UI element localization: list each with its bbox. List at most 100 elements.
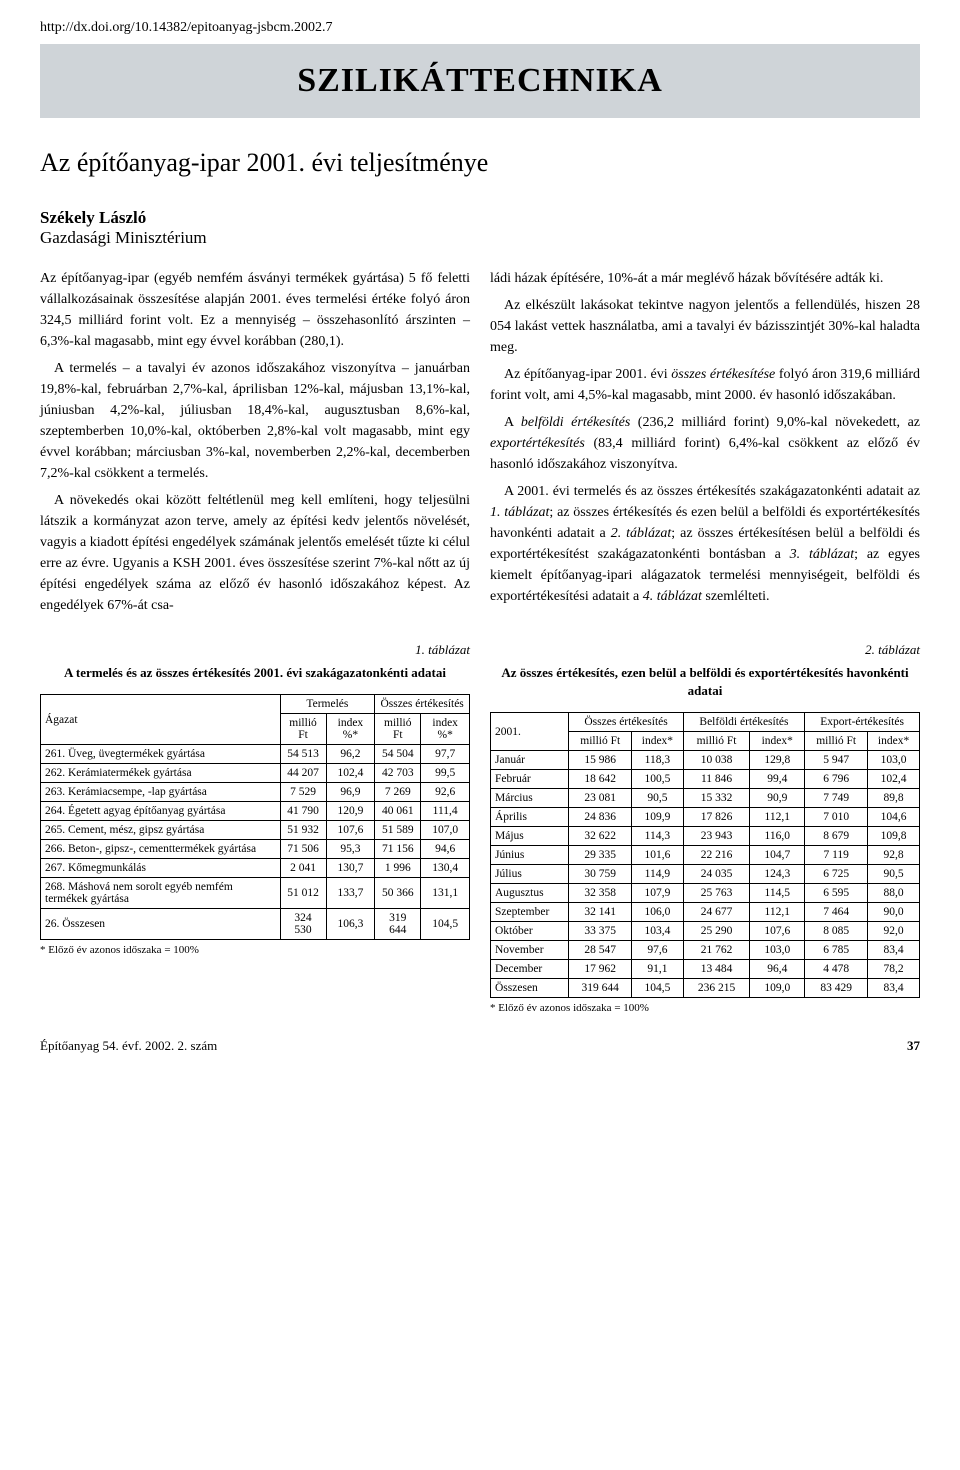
table-row: 264. Égetett agyag építőanyag gyártása41… (41, 802, 470, 821)
cell: 104,5 (421, 909, 470, 940)
cell: 25 290 (683, 922, 750, 941)
table1-label: 1. táblázat (40, 642, 470, 658)
cell-label: 264. Égetett agyag építőanyag gyártása (41, 802, 281, 821)
cell: 114,5 (750, 884, 805, 903)
footer-page: 37 (907, 1038, 920, 1054)
cell: 104,5 (632, 979, 684, 998)
cell: 29 335 (569, 846, 632, 865)
cell: 118,3 (632, 751, 684, 770)
cell: 32 141 (569, 903, 632, 922)
cell-label: 268. Máshová nem sorolt egyéb nemfém ter… (41, 878, 281, 909)
banner-title: SZILIKÁTTECHNIKA (70, 62, 890, 100)
cell: 92,8 (868, 846, 920, 865)
table-row: 267. Kőmegmunkálás2 041130,71 996130,4 (41, 859, 470, 878)
table-row: 265. Cement, mész, gipsz gyártása51 9321… (41, 821, 470, 840)
cell: 106,3 (326, 909, 375, 940)
table2-block: 2. táblázat Az összes értékesítés, ezen … (490, 642, 920, 1014)
cell: 15 986 (569, 751, 632, 770)
cell: 130,4 (421, 859, 470, 878)
table-row: Március23 08190,515 33290,97 74989,8 (491, 789, 920, 808)
cell: 133,7 (326, 878, 375, 909)
cell: 7 119 (805, 846, 868, 865)
cell: 112,1 (750, 808, 805, 827)
cell: 18 642 (569, 770, 632, 789)
cell: 71 506 (280, 840, 326, 859)
doi-link[interactable]: http://dx.doi.org/10.14382/epitoanyag-js… (40, 20, 920, 36)
cell: 114,3 (632, 827, 684, 846)
table-row: 261. Üveg, üvegtermékek gyártása54 51396… (41, 745, 470, 764)
body-p: Az építőanyag-ipar 2001. évi összes érté… (490, 364, 920, 406)
cell-label: 265. Cement, mész, gipsz gyártása (41, 821, 281, 840)
cell: 116,0 (750, 827, 805, 846)
table-row: 266. Beton-, gipsz-, cementtermékek gyár… (41, 840, 470, 859)
cell: 24 677 (683, 903, 750, 922)
author-affil: Gazdasági Minisztérium (40, 228, 920, 248)
cell: 7 010 (805, 808, 868, 827)
body-p: Az építőanyag-ipar (egyéb nemfém ásványi… (40, 268, 470, 352)
cell: 83,4 (868, 979, 920, 998)
th-osszes: Összes értékesítés (375, 695, 470, 714)
cell: 114,9 (632, 865, 684, 884)
author-name: Székely László (40, 208, 146, 227)
th-export: Export-értékesítés (805, 713, 920, 732)
cell: 2 041 (280, 859, 326, 878)
cell-label: 266. Beton-, gipsz-, cementtermékek gyár… (41, 840, 281, 859)
cell: 90,0 (868, 903, 920, 922)
cell: 324 530 (280, 909, 326, 940)
table-row: Augusztus32 358107,925 763114,56 59588,0 (491, 884, 920, 903)
cell: 319 644 (375, 909, 421, 940)
cell: 51 589 (375, 821, 421, 840)
cell: 13 484 (683, 960, 750, 979)
cell: 94,6 (421, 840, 470, 859)
body-p: A termelés – a tavalyi év azonos időszak… (40, 358, 470, 484)
cell: 5 947 (805, 751, 868, 770)
cell: 96,4 (750, 960, 805, 979)
cell-label: 26. Összesen (41, 909, 281, 940)
th-agazat: Ágazat (41, 695, 281, 745)
cell: 104,7 (750, 846, 805, 865)
cell: 236 215 (683, 979, 750, 998)
cell: 4 478 (805, 960, 868, 979)
cell: 22 216 (683, 846, 750, 865)
table-row: Összesen319 644104,5236 215109,083 42983… (491, 979, 920, 998)
cell: 8 085 (805, 922, 868, 941)
cell: 95,3 (326, 840, 375, 859)
cell: 112,1 (750, 903, 805, 922)
cell: 109,9 (632, 808, 684, 827)
cell: 120,9 (326, 802, 375, 821)
table2-footnote: * Előző év azonos időszaka = 100% (490, 1002, 920, 1014)
cell: 103,0 (868, 751, 920, 770)
cell: 83 429 (805, 979, 868, 998)
cell: 7 269 (375, 783, 421, 802)
cell-label: Január (491, 751, 569, 770)
table-row: Október33 375103,425 290107,68 08592,0 (491, 922, 920, 941)
cell: 109,8 (868, 827, 920, 846)
page-footer: Építőanyag 54. évf. 2002. 2. szám 37 (40, 1038, 920, 1054)
th-sub: index %* (326, 714, 375, 745)
th-sub: index* (632, 732, 684, 751)
table-row: Február18 642100,511 84699,46 796102,4 (491, 770, 920, 789)
table-row: Április24 836109,917 826112,17 010104,6 (491, 808, 920, 827)
body-columns: Az építőanyag-ipar (egyéb nemfém ásványi… (40, 268, 920, 622)
th-sub: index* (750, 732, 805, 751)
th-sub: millió Ft (280, 714, 326, 745)
cell: 32 358 (569, 884, 632, 903)
cell: 102,4 (326, 764, 375, 783)
th-sub: millió Ft (375, 714, 421, 745)
cell-label: December (491, 960, 569, 979)
cell: 54 513 (280, 745, 326, 764)
th-sub: millió Ft (569, 732, 632, 751)
table-row: Szeptember32 141106,024 677112,17 46490,… (491, 903, 920, 922)
table1-title: A termelés és az összes értékesítés 2001… (40, 664, 470, 682)
cell: 89,8 (868, 789, 920, 808)
table-row: Június29 335101,622 216104,77 11992,8 (491, 846, 920, 865)
cell: 106,0 (632, 903, 684, 922)
cell: 99,5 (421, 764, 470, 783)
cell: 6 785 (805, 941, 868, 960)
cell: 107,6 (750, 922, 805, 941)
cell: 1 996 (375, 859, 421, 878)
cell: 90,5 (632, 789, 684, 808)
body-left: Az építőanyag-ipar (egyéb nemfém ásványi… (40, 268, 470, 622)
cell-label: 267. Kőmegmunkálás (41, 859, 281, 878)
author-block: Székely László Gazdasági Minisztérium (40, 208, 920, 248)
